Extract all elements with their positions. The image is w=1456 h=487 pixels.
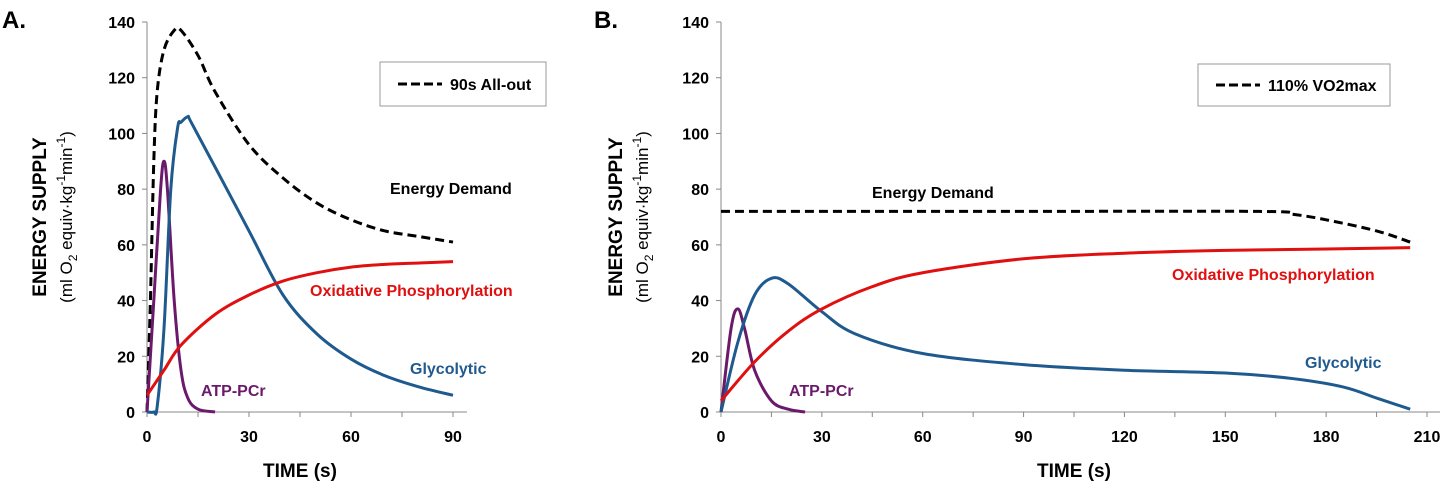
y-tick-label: 0 xyxy=(700,405,709,422)
y-tick-label: 120 xyxy=(108,71,135,88)
legend: 110% VO2max xyxy=(1197,63,1391,107)
series-demand xyxy=(145,26,454,413)
x-tick-label: 210 xyxy=(1414,429,1441,446)
x-tick-label: 30 xyxy=(813,429,831,446)
y-axis-units: (ml O2 equiv·kg-1min-1) xyxy=(630,131,656,303)
series-label-demand: Energy Demand xyxy=(390,181,512,198)
y-tick-label: 40 xyxy=(691,294,709,311)
y-axis-title: ENERGY SUPPLY xyxy=(30,137,51,297)
series-label-pcr: ATP-PCr xyxy=(789,383,854,400)
y-tick-label: 60 xyxy=(117,238,135,255)
series-demand xyxy=(720,209,1411,244)
series-label-glycolytic: Glycolytic xyxy=(1305,355,1382,372)
y-axis-units: (ml O2 equiv·kg-1min-1) xyxy=(54,131,80,303)
series-glycolytic xyxy=(719,276,1411,413)
x-tick-label: 30 xyxy=(240,429,258,446)
chart-b: B. 0 20 40 60 80 100 120 140 0 30 60 90 120 150 180 210 T… xyxy=(594,7,1440,482)
series-oxidative xyxy=(145,260,454,397)
x-tick-label: 150 xyxy=(1212,429,1239,446)
x-tick-label: 0 xyxy=(717,429,726,446)
x-tick-label: 0 xyxy=(143,429,152,446)
y-tick-label: 120 xyxy=(682,71,709,88)
legend-label: 90s All-out xyxy=(450,77,532,94)
series-label-demand: Energy Demand xyxy=(872,185,994,202)
x-tick-label: 90 xyxy=(1015,429,1033,446)
series-pcr xyxy=(145,159,216,414)
series-label-oxidative: Oxidative Phosphorylation xyxy=(310,283,513,300)
legend: 90s All-out xyxy=(379,61,547,107)
series-glycolytic xyxy=(146,114,454,416)
x-tick-label: 60 xyxy=(914,429,932,446)
y-tick-label: 140 xyxy=(108,15,135,32)
y-tick-label: 20 xyxy=(117,349,135,366)
x-axis-title: TIME (s) xyxy=(1037,461,1111,482)
y-tick-label: 100 xyxy=(682,126,709,143)
series-label-glycolytic: Glycolytic xyxy=(410,361,487,378)
x-tick-label: 120 xyxy=(1111,429,1138,446)
y-tick-label: 100 xyxy=(108,126,135,143)
panel-label: A. xyxy=(2,7,26,34)
series-label-pcr: ATP-PCr xyxy=(201,383,266,400)
y-tick-label: 80 xyxy=(117,182,135,199)
legend-box xyxy=(379,61,547,107)
panel-label: B. xyxy=(594,7,618,34)
x-axis-title: TIME (s) xyxy=(263,461,337,482)
y-tick-label: 0 xyxy=(126,405,135,422)
chart-a: A. 0 20 40 60 80 100 120 140 0 30 60 90 TIME (s) ENERG… xyxy=(2,7,547,482)
y-tick-label: 60 xyxy=(691,238,709,255)
x-tick-label: 60 xyxy=(342,429,360,446)
series-oxidative xyxy=(719,246,1411,402)
y-tick-label: 20 xyxy=(691,349,709,366)
x-tick-label: 180 xyxy=(1313,429,1340,446)
series-pcr xyxy=(719,307,806,414)
y-tick-label: 140 xyxy=(682,15,709,32)
series-label-oxidative: Oxidative Phosphorylation xyxy=(1172,267,1375,284)
y-tick-label: 40 xyxy=(117,294,135,311)
y-tick-label: 80 xyxy=(691,182,709,199)
legend-label: 110% VO2max xyxy=(1268,78,1377,95)
y-axis-title: ENERGY SUPPLY xyxy=(606,137,627,297)
x-tick-label: 90 xyxy=(444,429,462,446)
